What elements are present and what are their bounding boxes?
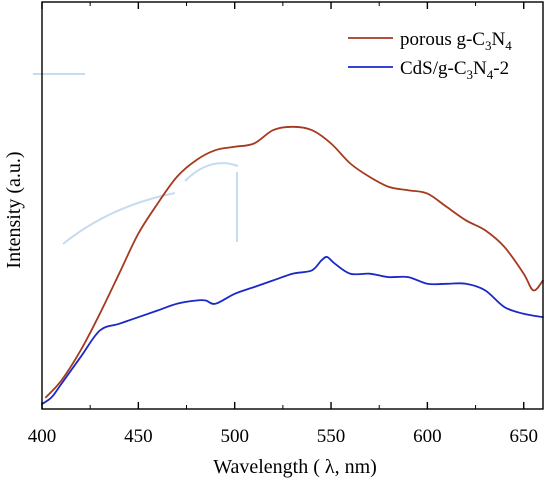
legend-part: -2	[493, 58, 509, 79]
legend-subscript: 3	[467, 67, 474, 82]
series-layer	[41, 125, 544, 405]
legend-part: porous g-C	[400, 29, 485, 50]
legend-subscript: 4	[505, 38, 512, 53]
x-tick-label: 450	[124, 426, 153, 447]
legend-label-porous-gcn: porous g-C3N4	[400, 29, 512, 53]
plot-frame	[41, 1, 544, 410]
legend: porous g-C3N4 CdS/g-C3N4-2	[348, 29, 512, 82]
legend-part: N	[473, 58, 487, 79]
scan-artifact	[62, 192, 176, 245]
x-tick-label: 400	[28, 426, 57, 447]
x-axis: 400 450 500 550 600 650	[28, 2, 538, 447]
legend-subscript: 3	[485, 38, 492, 53]
x-axis-title: Wavelength ( λ, nm)	[213, 456, 377, 478]
y-axis-title: Intensity (a.u.)	[3, 151, 25, 268]
series-line-0	[45, 125, 544, 399]
legend-part: N	[491, 29, 505, 50]
x-tick-label: 650	[509, 426, 538, 447]
x-tick-label: 500	[220, 426, 249, 447]
legend-label-cds-gcn: CdS/g-C3N4-2	[400, 58, 509, 82]
x-tick-label: 550	[317, 426, 346, 447]
legend-subscript: 4	[487, 67, 494, 82]
legend-part: CdS/g-C	[400, 58, 467, 79]
scan-artifact	[184, 162, 239, 182]
scan-artifacts	[33, 73, 239, 245]
series-line-1	[41, 256, 544, 405]
x-tick-label: 600	[413, 426, 442, 447]
